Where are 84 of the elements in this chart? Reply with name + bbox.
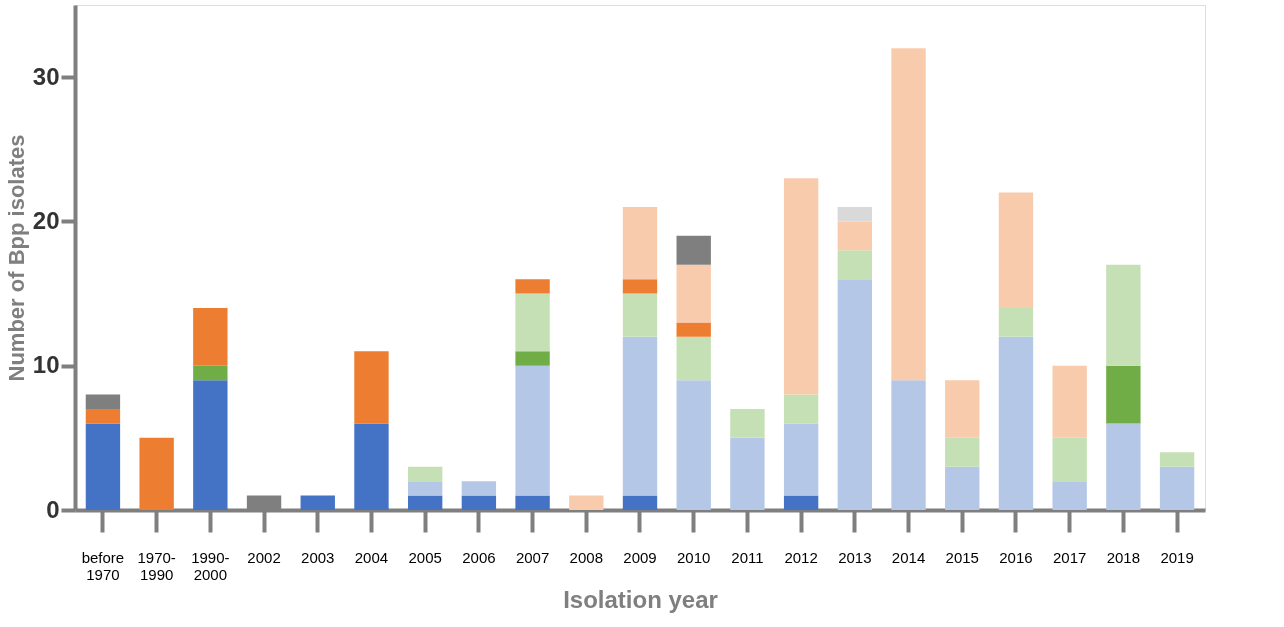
bar (1052, 481, 1087, 510)
bar (569, 495, 604, 510)
bar (1106, 423, 1141, 510)
bar (193, 365, 228, 381)
bar (1106, 264, 1141, 366)
y-tick-label: 20 (32, 206, 60, 234)
bar (622, 279, 658, 294)
x-tick-label: 2006 (462, 548, 496, 566)
bar (515, 495, 550, 510)
bar (515, 279, 550, 294)
bar (622, 336, 658, 496)
bar (1052, 365, 1087, 438)
y-axis-title: Number of Bpp isolates (3, 134, 29, 382)
bar (515, 365, 550, 496)
bar (407, 495, 443, 510)
x-tick-label: 2009 (623, 548, 657, 566)
x-tick-label: 2005 (408, 548, 442, 566)
bar (85, 423, 121, 510)
bar (85, 394, 121, 409)
bar (783, 178, 819, 395)
bar (945, 437, 980, 467)
x-tick-label: 2018 (1106, 548, 1141, 566)
y-tick-label: 10 (32, 351, 60, 379)
x-tick-label: 1990-2000 (191, 548, 230, 583)
bar (407, 466, 443, 482)
bar (85, 409, 121, 424)
bar (783, 394, 819, 424)
x-tick-label: 2008 (569, 548, 603, 566)
bar (837, 279, 873, 510)
bar (193, 308, 228, 366)
bar (730, 409, 765, 438)
bar (998, 192, 1034, 308)
bar (837, 250, 873, 280)
x-tick-label: 2013 (838, 548, 872, 566)
x-tick-label: 2003 (301, 548, 335, 566)
x-tick-label: 2002 (247, 548, 281, 566)
bar (837, 221, 873, 251)
bar (945, 466, 980, 510)
bar (676, 380, 711, 510)
bar (998, 308, 1034, 337)
x-tick-label: 2010 (677, 548, 711, 566)
x-tick-label: 2007 (515, 548, 550, 566)
bar (354, 423, 389, 510)
bar (837, 207, 873, 222)
bar (783, 495, 819, 510)
bar (300, 495, 335, 510)
bar (354, 351, 389, 424)
bar (730, 437, 765, 510)
x-tick-label: 2011 (731, 548, 764, 566)
bar (461, 481, 497, 496)
bar (622, 293, 658, 337)
x-tick-label: 2014 (891, 548, 926, 566)
bar (1106, 365, 1141, 424)
bar (891, 380, 926, 510)
bar (461, 495, 497, 510)
bar (622, 207, 658, 280)
x-tick-label: 2016 (999, 548, 1033, 566)
bar (139, 437, 174, 510)
bar (193, 380, 228, 510)
x-tick-label: 2017 (1052, 548, 1087, 566)
bar (515, 293, 550, 352)
bar (676, 235, 711, 265)
bar (783, 423, 819, 496)
x-axis-title: Isolation year (563, 585, 718, 613)
x-tick-label: 2015 (945, 548, 979, 566)
bar (676, 336, 711, 381)
bar (515, 351, 550, 366)
bar (676, 264, 711, 323)
y-tick-label: 0 (46, 495, 60, 523)
bar (1052, 437, 1087, 482)
bar (891, 48, 926, 381)
y-tick-label: 30 (32, 62, 60, 90)
bar (1159, 452, 1195, 467)
x-tick-label: before 1970 (81, 548, 125, 583)
bar (676, 322, 711, 337)
x-tick-label: 1970-1990 (137, 548, 176, 583)
bar (998, 336, 1034, 510)
bar (622, 495, 658, 510)
x-tick-label: 2004 (354, 548, 389, 566)
x-tick-label: 2019 (1160, 548, 1194, 566)
bar (407, 481, 443, 496)
bar (945, 380, 980, 438)
x-tick-label: 2012 (784, 548, 818, 566)
bar (1159, 466, 1195, 510)
